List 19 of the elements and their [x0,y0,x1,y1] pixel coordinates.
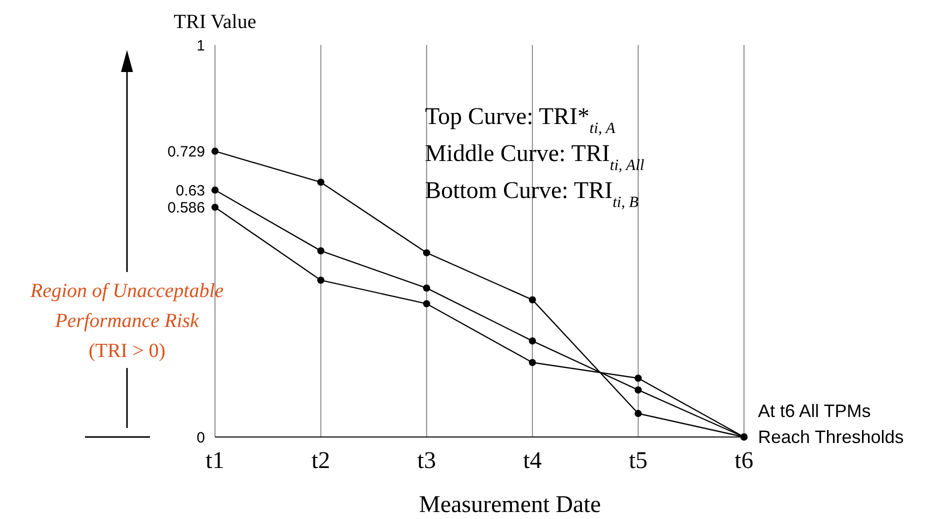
x-tick-label: t1 [206,448,224,474]
annotation: At t6 All TPMs Reach Thresholds [758,401,904,447]
x-tick-label: t4 [523,448,542,474]
y-tick-label: 0.729 [167,143,205,160]
annotation: Middle Curve: TRI$_{ti, All}$ [425,141,644,174]
x-tick-label: t5 [628,448,648,474]
y-tick-label: 0.63 [176,182,205,200]
x-tick-label: t3 [417,448,436,474]
annotation: Region of Unacceptable Performance Risk [29,280,224,332]
y-tick-label: 1 [196,37,205,54]
y-tick-label: 0.586 [167,200,205,217]
text: (TRI > 0) [88,340,166,362]
annotation: Top Curve: TRI*$_{ti, A}$ [425,104,616,136]
annotation: Bottom Curve: TRI$_{ti, B}$ [425,178,640,210]
y-axis-title: TRI Value [174,11,256,33]
x-tick-label: t6 [734,448,754,474]
y-tick-label: 0 [196,429,205,446]
x-axis-title: Measurement Date [419,492,601,518]
x-tick-label: t2 [311,448,330,474]
